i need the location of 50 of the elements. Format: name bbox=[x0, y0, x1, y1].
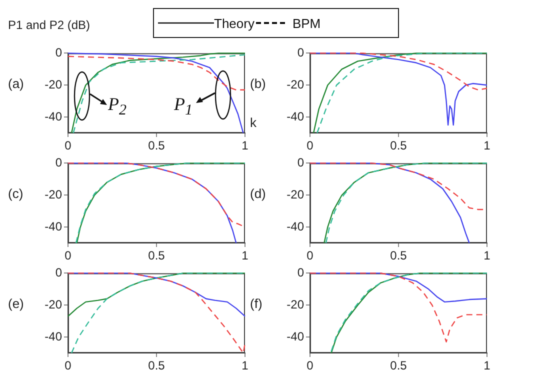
x-tick-label: 0.5 bbox=[148, 138, 166, 153]
x-tick-label: 0 bbox=[306, 138, 314, 153]
y-tick-label: 0 bbox=[55, 266, 62, 280]
y-tick-label: -40 bbox=[286, 219, 304, 234]
y-tick-label: -40 bbox=[44, 109, 62, 124]
y-tick-label: 0 bbox=[55, 46, 62, 60]
x-tick-label: 1 bbox=[484, 248, 491, 263]
text: (a) bbox=[8, 76, 24, 91]
x-tick-label: 1 bbox=[484, 358, 491, 373]
y-tick-label: -40 bbox=[286, 109, 304, 124]
annotation: P$_{2}$ bbox=[108, 94, 126, 120]
line-series bbox=[67, 56, 246, 91]
x-tick-label: 0 bbox=[306, 358, 314, 373]
y-tick-label: 0 bbox=[297, 46, 304, 60]
x-tick-label: 1 bbox=[242, 248, 249, 263]
y-tick-label: -40 bbox=[44, 219, 62, 234]
line-series bbox=[309, 52, 488, 91]
x-tick-label: 1 bbox=[242, 358, 249, 373]
text: (d) bbox=[250, 186, 266, 201]
y-tick-label: 0 bbox=[55, 156, 62, 170]
y-tick-label: -20 bbox=[286, 77, 304, 92]
x-tick-label: 0 bbox=[64, 138, 72, 153]
x-tick-label: 1 bbox=[484, 138, 491, 153]
y-tick-label: -40 bbox=[286, 329, 304, 344]
text: (c) bbox=[8, 186, 24, 201]
y-tick-label: 0 bbox=[297, 156, 304, 170]
text: (e) bbox=[8, 296, 24, 311]
line-series bbox=[309, 272, 488, 342]
x-tick-label: 0.5 bbox=[390, 358, 408, 373]
y-tick-label: -20 bbox=[44, 297, 62, 312]
x-tick-label: 0.5 bbox=[148, 358, 166, 373]
y-tick-label: -20 bbox=[44, 77, 62, 92]
x-tick-label: 1 bbox=[242, 138, 249, 153]
x-tick-label: 0 bbox=[64, 358, 72, 373]
text: (f) bbox=[250, 296, 262, 311]
text: (b) bbox=[250, 76, 266, 91]
y-tick-label: -20 bbox=[44, 187, 62, 202]
x-tick-label: 0.5 bbox=[148, 248, 166, 263]
x-tick-label: 0 bbox=[64, 248, 72, 263]
y-tick-label: -20 bbox=[286, 187, 304, 202]
x-tick-label: 0.5 bbox=[390, 248, 408, 263]
y-tick-label: -40 bbox=[44, 329, 62, 344]
y-tick-label: 0 bbox=[297, 266, 304, 280]
y-axis-title: P1 and P2 (dB) bbox=[8, 18, 90, 32]
x-tick-label: 0.5 bbox=[390, 138, 408, 153]
x-tick-label: 0 bbox=[306, 248, 314, 263]
annotation: P$_{1}$ bbox=[174, 94, 192, 120]
legend-box: Theory BPM bbox=[153, 8, 399, 38]
y-tick-label: -20 bbox=[286, 297, 304, 312]
x-axis-title: k bbox=[250, 115, 256, 130]
